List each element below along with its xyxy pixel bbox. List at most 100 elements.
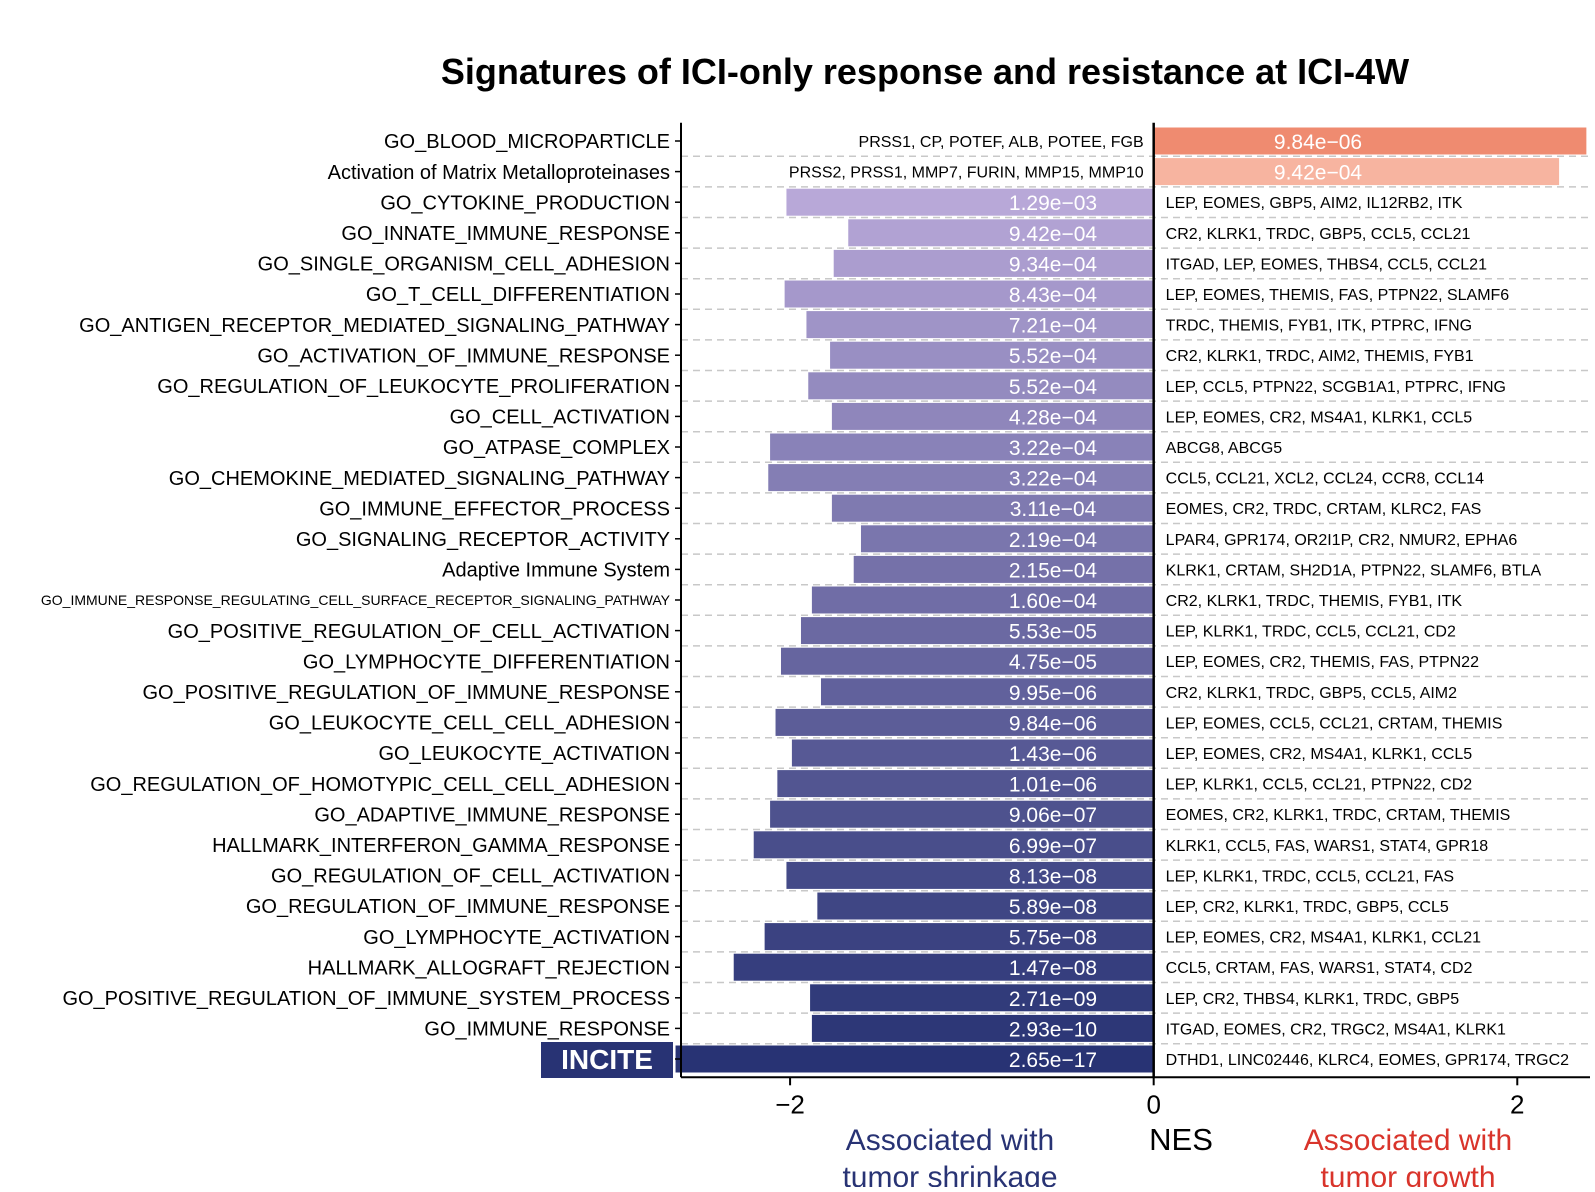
- category-label: Adaptive Immune System: [442, 560, 670, 582]
- category-label: GO_REGULATION_OF_LEUKOCYTE_PROLIFERATION: [157, 376, 670, 398]
- gene-label: LEP, CCL5, PTPN22, SCGB1A1, PTPRC, IFNG: [1166, 379, 1506, 396]
- category-label: GO_SIGNALING_RECEPTOR_ACTIVITY: [296, 529, 670, 551]
- bar: [808, 372, 1154, 400]
- bar: [784, 280, 1154, 308]
- category-label: GO_REGULATION_OF_IMMUNE_RESPONSE: [246, 896, 670, 918]
- pvalue-label: 5.53e−05: [1009, 621, 1097, 644]
- category-labels: GO_BLOOD_MICROPARTICLE Activation of Matr…: [41, 131, 673, 1078]
- gene-label: ITGAD, EOMES, CR2, TRGC2, MS4A1, KLRK1: [1166, 1021, 1506, 1038]
- gene-label: LEP, EOMES, CCL5, CCL21, CRTAM, THEMIS: [1166, 715, 1503, 732]
- pvalue-label: 4.28e−04: [1009, 406, 1097, 429]
- bar: [830, 341, 1154, 369]
- bar: [733, 953, 1154, 981]
- x-tick-label: 2: [1510, 1089, 1524, 1119]
- gene-label: CR2, KLRK1, TRDC, AIM2, THEMIS, FYB1: [1166, 348, 1474, 365]
- x-tick-label: 0: [1146, 1089, 1160, 1119]
- pvalue-label: 9.84e−06: [1009, 712, 1097, 735]
- category-label: GO_POSITIVE_REGULATION_OF_IMMUNE_SYSTEM_…: [62, 988, 670, 1010]
- bar: [791, 739, 1154, 767]
- x-tick-label: −2: [775, 1089, 805, 1119]
- grid-lines: [681, 155, 1590, 1045]
- gene-label: DTHD1, LINC02446, KLRC4, EOMES, GPR174, …: [1166, 1052, 1570, 1069]
- bar: [810, 984, 1154, 1012]
- bars: [675, 127, 1587, 1073]
- gene-label: TRDC, THEMIS, FYB1, ITK, PTPRC, IFNG: [1166, 318, 1472, 335]
- pvalue-label: 2.93e−10: [1009, 1018, 1097, 1041]
- pvalue-label: 9.06e−07: [1009, 804, 1097, 827]
- category-label: GO_BLOOD_MICROPARTICLE: [384, 131, 670, 153]
- gene-label: LEP, EOMES, CR2, MS4A1, KLRK1, CCL21: [1166, 930, 1482, 947]
- category-label: GO_SINGLE_ORGANISM_CELL_ADHESION: [258, 254, 670, 276]
- pvalue-label: 4.75e−05: [1009, 651, 1097, 674]
- pvalue-label: 6.99e−07: [1009, 835, 1097, 858]
- axes: −2 0 2: [675, 122, 1590, 1119]
- bar: [831, 402, 1154, 430]
- negative-direction-label: Associated with: [846, 1124, 1054, 1157]
- gene-labels: PRSS1, CP, POTEF, ALB, POTEE, FGB PRSS2, …: [789, 134, 1569, 1069]
- bar: [675, 1045, 1154, 1073]
- pvalue-label: 1.43e−06: [1009, 743, 1097, 766]
- category-label: GO_LYMPHOCYTE_DIFFERENTIATION: [303, 651, 670, 673]
- pvalue-label: 1.29e−03: [1009, 192, 1097, 215]
- pvalue-label: 9.42e−04: [1274, 162, 1362, 185]
- bar: [860, 525, 1154, 553]
- pvalue-label: 3.11e−04: [1010, 498, 1097, 521]
- gene-label: EOMES, CR2, KLRK1, TRDC, CRTAM, THEMIS: [1166, 807, 1511, 824]
- pvalue-label: 2.71e−09: [1009, 988, 1097, 1011]
- gene-label: LEP, EOMES, GBP5, AIM2, IL12RB2, ITK: [1166, 195, 1463, 212]
- category-label: GO_ACTIVATION_OF_IMMUNE_RESPONSE: [257, 345, 670, 367]
- gene-label: LEP, EOMES, CR2, MS4A1, KLRK1, CCL5: [1166, 746, 1473, 763]
- category-label: HALLMARK_INTERFERON_GAMMA_RESPONSE: [212, 835, 670, 857]
- category-label: GO_POSITIVE_REGULATION_OF_CELL_ACTIVATIO…: [168, 621, 670, 643]
- category-label: INCITE: [561, 1044, 653, 1075]
- pvalue-label: 7.21e−04: [1009, 315, 1097, 338]
- bar: [764, 923, 1154, 951]
- category-label: Activation of Matrix Metalloproteinases: [328, 162, 670, 184]
- bar: [786, 188, 1154, 216]
- pvalue-label: 2.65e−17: [1009, 1049, 1097, 1072]
- pvalue-label: 9.34e−04: [1009, 253, 1097, 276]
- pvalue-label: 5.52e−04: [1009, 345, 1097, 368]
- pvalue-label: 2.19e−04: [1009, 529, 1097, 552]
- positive-direction-label-line2: tumor growth: [1320, 1161, 1495, 1187]
- bar: [811, 1014, 1154, 1042]
- gene-label: EOMES, CR2, TRDC, CRTAM, KLRC2, FAS: [1166, 501, 1482, 518]
- category-label: HALLMARK_ALLOGRAFT_REJECTION: [308, 957, 670, 979]
- category-label: GO_IMMUNE_RESPONSE_REGULATING_CELL_SURFA…: [41, 592, 671, 608]
- gene-label: PRSS1, CP, POTEF, ALB, POTEE, FGB: [859, 134, 1144, 151]
- gene-label: CR2, KLRK1, TRDC, GBP5, CCL5, AIM2: [1166, 685, 1457, 702]
- pvalue-label: 5.75e−08: [1009, 927, 1097, 950]
- category-label: GO_INNATE_IMMUNE_RESPONSE: [341, 223, 670, 245]
- pvalue-label: 5.52e−04: [1009, 376, 1097, 399]
- pvalue-label: 8.13e−08: [1009, 865, 1097, 888]
- bar: [800, 617, 1154, 645]
- pvalue-label: 1.60e−04: [1009, 590, 1097, 613]
- gene-label: LEP, EOMES, THEMIS, FAS, PTPN22, SLAMF6: [1166, 287, 1510, 304]
- bar: [753, 831, 1154, 859]
- pvalue-label: 5.89e−08: [1009, 896, 1097, 919]
- gene-label: LEP, KLRK1, TRDC, CCL5, CCL21, CD2: [1166, 624, 1456, 641]
- gene-label: LEP, CR2, THBS4, KLRK1, TRDC, GBP5: [1166, 991, 1460, 1008]
- gene-label: KLRK1, CCL5, FAS, WARS1, STAT4, GPR18: [1166, 838, 1489, 855]
- gene-label: CR2, KLRK1, TRDC, THEMIS, FYB1, ITK: [1166, 593, 1463, 610]
- category-label: GO_CYTOKINE_PRODUCTION: [380, 192, 670, 214]
- bar: [820, 678, 1154, 706]
- gene-label: CCL5, CRTAM, FAS, WARS1, STAT4, CD2: [1166, 960, 1473, 977]
- bar: [775, 708, 1154, 736]
- category-label: GO_LEUKOCYTE_ACTIVATION: [378, 743, 670, 765]
- category-label: GO_CELL_ACTIVATION: [450, 407, 670, 429]
- negative-direction-label-line2: tumor shrinkage: [842, 1161, 1057, 1187]
- gene-label: LPAR4, GPR174, OR2I1P, CR2, NMUR2, EPHA6: [1166, 532, 1518, 549]
- category-label: GO_ADAPTIVE_IMMUNE_RESPONSE: [314, 804, 670, 826]
- bar: [1153, 127, 1587, 155]
- category-label: GO_IMMUNE_RESPONSE: [424, 1019, 670, 1041]
- bar: [770, 800, 1154, 828]
- x-axis-title: NES: [1149, 1122, 1213, 1157]
- bar: [806, 311, 1154, 339]
- gene-label: PRSS2, PRSS1, MMP7, FURIN, MMP15, MMP10: [789, 165, 1144, 182]
- gene-label: ABCG8, ABCG5: [1166, 440, 1283, 457]
- bar: [770, 433, 1154, 461]
- bar: [768, 464, 1154, 492]
